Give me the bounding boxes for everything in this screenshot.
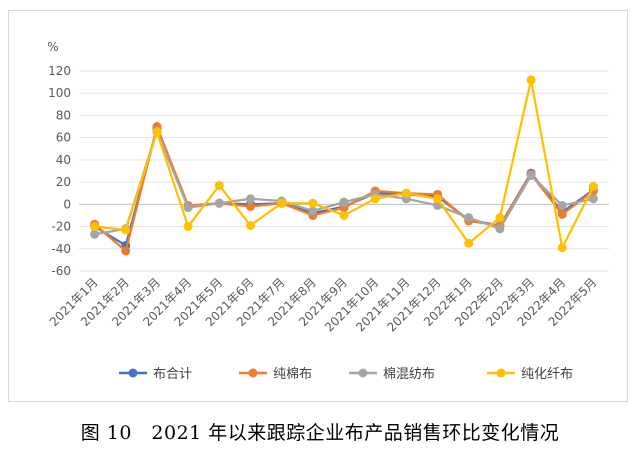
data-point <box>433 194 443 204</box>
data-point <box>370 194 380 204</box>
y-tick-label: 60 <box>56 131 71 145</box>
y-tick-label: 100 <box>48 86 71 100</box>
data-point <box>557 243 567 253</box>
legend-label: 棉混纺布 <box>383 367 435 382</box>
data-point <box>308 206 318 216</box>
y-tick-label: -60 <box>51 264 71 278</box>
data-point <box>214 180 224 190</box>
data-point <box>183 222 193 232</box>
data-point <box>245 220 255 230</box>
line-chart: -60-40-20020406080100120%2021年1月2021年2月2… <box>47 40 609 382</box>
y-tick-label: -20 <box>51 220 71 234</box>
data-point <box>495 213 505 223</box>
legend-marker <box>128 368 138 378</box>
data-point <box>526 170 536 180</box>
y-tick-label: 80 <box>56 108 71 122</box>
data-point <box>121 225 131 235</box>
series <box>90 75 598 256</box>
y-tick-label: 120 <box>48 64 71 78</box>
data-point <box>152 127 162 137</box>
y-tick-label: 40 <box>56 153 71 167</box>
series-line-1 <box>94 127 595 247</box>
data-point <box>495 224 505 234</box>
data-point <box>308 198 318 208</box>
gridlines <box>79 70 609 272</box>
data-point <box>557 209 567 219</box>
data-point <box>588 194 598 204</box>
figure-caption: 图 10 2021 年以来跟踪企业布产品销售环比变化情况 <box>80 422 560 444</box>
data-point <box>588 182 598 192</box>
data-point <box>245 194 255 204</box>
data-point <box>277 198 287 208</box>
y-tick-label: -40 <box>51 242 71 256</box>
legend-marker <box>496 368 506 378</box>
data-point <box>245 202 255 212</box>
data-point <box>339 210 349 220</box>
data-point <box>90 222 100 232</box>
y-tick-label: 0 <box>63 197 71 211</box>
data-point <box>90 229 100 239</box>
data-point <box>339 197 349 207</box>
data-point <box>464 238 474 248</box>
data-point <box>214 198 224 208</box>
legend-label: 纯棉布 <box>273 367 312 382</box>
data-point <box>183 203 193 213</box>
data-point <box>526 75 536 85</box>
legend-marker <box>248 368 258 378</box>
chart-frame: -60 -40 -20 0 20 40 60 80 100 120% 2021年1月 2021年2月 2… <box>8 10 628 402</box>
legend: 布合计 纯棉布 棉混纺布 纯化纤布 <box>119 367 573 382</box>
data-point <box>401 188 411 198</box>
data-point <box>557 200 567 210</box>
y-tick-label: 20 <box>56 175 71 189</box>
legend-marker <box>358 368 368 378</box>
data-point <box>464 213 474 223</box>
axes: -60-40-20020406080100120%2021年1月2021年2月2… <box>47 40 600 334</box>
legend-label: 纯化纤布 <box>521 367 573 382</box>
legend-label: 布合计 <box>153 367 192 382</box>
data-point <box>121 246 131 256</box>
y-axis-unit: % <box>47 40 58 54</box>
series-line-2 <box>93 125 595 253</box>
